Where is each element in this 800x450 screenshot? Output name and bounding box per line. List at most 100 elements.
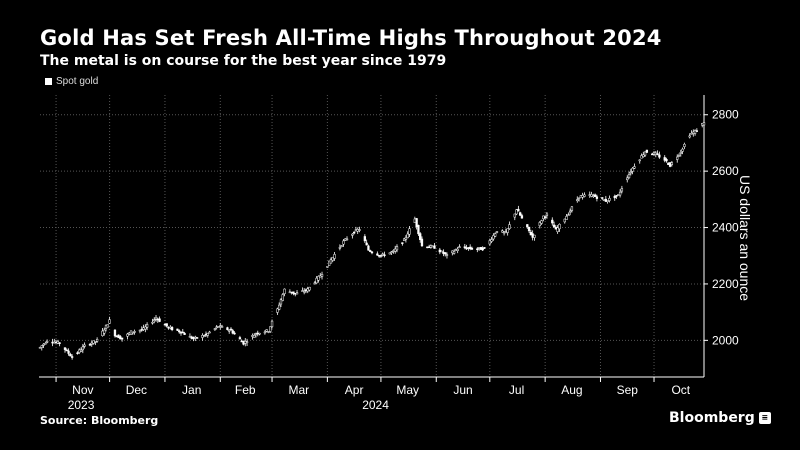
candle-body [176,328,179,331]
candle-body [369,250,372,252]
candle-body [256,332,259,335]
candle-body [95,339,99,342]
candle-body [253,334,256,338]
candle-body [301,290,304,292]
candle-body [344,238,347,241]
candle-body [58,342,61,344]
candle-body [226,327,229,330]
candle-body [194,336,197,339]
candle-body [56,341,59,344]
candle-body [51,341,54,344]
candle-body [179,331,183,334]
candle-body [94,341,97,343]
candle-body [626,177,629,181]
candle-body [670,162,674,165]
candle-body [195,337,199,339]
candle-body [304,289,308,292]
candle-body [488,240,491,245]
candle-body [169,326,172,329]
y-tick-label: 2200 [712,277,739,291]
candle-body [551,219,554,224]
candle-body [288,291,292,294]
candle-body [554,227,557,230]
candle-body [320,273,324,277]
x-year-label: 2023 [68,398,95,412]
candle-body [90,342,93,345]
candle-body [213,328,217,330]
candle-body [331,256,334,261]
candle-body [576,199,579,202]
candle-body [629,171,632,174]
candle-body [381,253,384,256]
candle-body [244,341,247,344]
candle-body [563,218,566,223]
candle-body [570,206,574,211]
candle-body [456,248,459,251]
x-tick-label: May [396,383,419,397]
candle-body [677,154,681,157]
candle-body [365,242,368,246]
x-tick-label: Aug [561,383,582,397]
candle-body [394,248,397,252]
candle-body [492,235,495,240]
candle-body [517,208,520,212]
x-tick-label: Dec [126,383,147,397]
candle-body [658,154,661,158]
candle-body [231,330,234,334]
candle-body [595,196,599,199]
candle-body [204,333,208,336]
candle-body [404,237,408,240]
candle-body [178,330,181,333]
candle-body [545,213,549,216]
candle-body [54,341,58,344]
candle-body [317,275,320,281]
candle-body [515,209,518,215]
candle-body [103,329,106,334]
x-tick-label: Jul [509,383,524,397]
candle-body [538,222,541,227]
candle-body [238,337,242,340]
candle-body [76,352,79,355]
candle-body [408,228,411,235]
candle-body [131,331,134,334]
candle-body [692,131,695,134]
candle-body [79,349,83,352]
candle-body [663,157,666,161]
candle-body [683,144,686,147]
candle-body [217,326,220,328]
candle-body [602,199,606,202]
candle-body [356,229,359,232]
candle-body [70,356,74,358]
candle-body [501,230,504,233]
candle-body [379,255,383,257]
legend-label: Spot gold [56,76,99,87]
candle-body [656,153,659,155]
candle-body [451,250,454,254]
legend: Spot gold [45,76,98,87]
candle-body [479,247,483,250]
candle-body [702,122,706,126]
candle-body [106,324,109,328]
candle-body [220,326,224,328]
candle-body [303,290,306,293]
candle-body [519,212,522,216]
candle-body [65,349,68,352]
candle-body [78,349,81,353]
candle-body [156,318,159,321]
candle-body [242,340,245,345]
candle-body [542,215,545,219]
x-year-label: 2024 [362,398,389,412]
candle-body [469,246,472,250]
candle-body [42,343,45,346]
candle-body [476,248,479,250]
candle-body [527,226,531,232]
candle-body [679,152,682,154]
candle-body [477,247,481,249]
candle-body [370,251,374,254]
candle-body [640,155,643,159]
candle-body [383,254,386,257]
candle-body [377,255,381,257]
candle-body [228,330,231,332]
candle-body [233,332,236,335]
